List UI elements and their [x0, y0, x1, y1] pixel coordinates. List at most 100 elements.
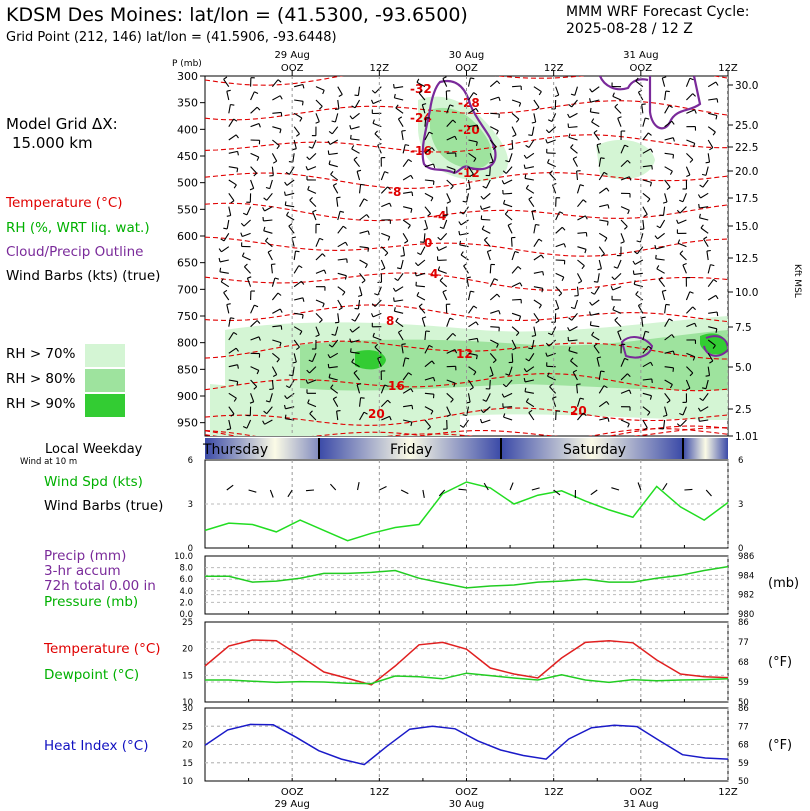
- axis-tick-label: 15: [182, 671, 193, 681]
- wind-barb: [271, 153, 278, 162]
- wind-barb: [526, 152, 535, 159]
- wind-barb-flag: [328, 130, 333, 135]
- wind-barb: [708, 112, 718, 117]
- wind-barb: [336, 411, 339, 421]
- wind-barb-flag: [218, 257, 221, 263]
- wind-barb-flag: [699, 184, 704, 188]
- wind-barb-flag: [387, 399, 391, 404]
- wind-barb: [397, 332, 404, 341]
- wind-barb: [380, 186, 388, 194]
- wind-barb: [315, 113, 320, 122]
- wind-barb-flag: [307, 399, 310, 404]
- wind-barb-flag: [600, 253, 605, 257]
- wind-barb-flag: [357, 294, 363, 297]
- wind-barb-flag: [589, 321, 592, 326]
- wind-barb: [395, 107, 404, 114]
- wind-barb: [489, 379, 491, 390]
- wind-barb-flag: [701, 173, 707, 176]
- wind-barb-flag: [528, 134, 533, 137]
- wind-barb-flag: [643, 214, 648, 217]
- wind-barb: [400, 259, 404, 269]
- weekday-thursday: Thursday: [202, 442, 268, 458]
- axis-tick-label: 6: [188, 456, 193, 466]
- wind-barb-flag: [593, 281, 598, 283]
- wind-barb: [524, 166, 534, 170]
- wind-barb-flag: [545, 352, 548, 357]
- wind-barb-flag: [633, 250, 638, 255]
- wind-barb: [598, 400, 607, 408]
- wind-barb-flag: [322, 253, 326, 257]
- wind-barb: [552, 184, 557, 194]
- wind-barb: [421, 317, 426, 327]
- wind-barb-flag: [572, 369, 578, 373]
- wind-barb-flag: [518, 102, 522, 107]
- wind-barb-flag: [283, 191, 286, 196]
- wind-barb: [707, 264, 711, 274]
- wind-barb-flag: [414, 262, 419, 267]
- wind-barb: [402, 233, 409, 242]
- wind-barb-flag: [360, 183, 365, 186]
- wind-barb-flag: [531, 209, 537, 212]
- wind-barb: [328, 377, 338, 381]
- wind-barb: [264, 206, 273, 212]
- wind-barb: [315, 326, 320, 336]
- wind-barb-flag: [309, 410, 313, 414]
- wind-barb: [228, 392, 237, 399]
- wind-barb-flag: [345, 241, 348, 246]
- wind-barb: [526, 401, 535, 408]
- wind-barb-flag: [384, 252, 389, 257]
- surface-wind-barb: [637, 482, 642, 491]
- wind-barb: [250, 393, 255, 402]
- wind-barb-flag: [715, 81, 719, 86]
- wind-barb: [533, 286, 543, 289]
- wind-barb: [380, 384, 386, 394]
- wind-barb-flag: [327, 150, 330, 155]
- wind-barb: [686, 352, 696, 358]
- wind-barb-flag: [338, 94, 343, 97]
- wind-barb-flag: [218, 248, 222, 253]
- wind-barb-flag: [226, 428, 231, 431]
- wind-barb: [243, 219, 251, 227]
- wind-barb: [705, 166, 709, 176]
- wind-barb: [708, 326, 718, 330]
- axis-tick-label: 50: [738, 777, 749, 787]
- wind-barb-flag: [498, 310, 501, 315]
- wind-barb-flag: [679, 250, 684, 255]
- wind-barb: [490, 96, 499, 101]
- wind-barb-flag: [230, 103, 235, 106]
- wind-barb: [664, 166, 673, 172]
- wind-barb-flag: [538, 91, 542, 96]
- wind-barb-flag: [531, 334, 536, 337]
- wind-barb-flag: [356, 383, 362, 386]
- wind-barb-flag: [698, 203, 700, 209]
- wind-barb-flag: [279, 342, 282, 347]
- wind-barb: [569, 326, 578, 332]
- wind-barbs-label: Wind Barbs (true): [44, 498, 164, 514]
- wind-barb: [446, 392, 454, 400]
- wind-barb-flag: [656, 225, 661, 229]
- wind-barb: [481, 419, 491, 424]
- wind-barb-flag: [633, 280, 636, 285]
- wind-barb: [664, 379, 673, 385]
- wind-barb: [481, 228, 491, 234]
- wind-barb-flag: [614, 317, 619, 321]
- wind-barb: [394, 299, 404, 302]
- dewpoint-axis-label: Dewpoint (°C): [44, 667, 140, 683]
- wind-barb-flag: [437, 266, 441, 271]
- wind-barb: [416, 272, 426, 277]
- wind-barb-flag: [589, 311, 592, 316]
- bottom-hour-label: OOZ: [281, 787, 304, 798]
- wind-barb-flag: [219, 267, 222, 272]
- wind-barb: [272, 339, 282, 344]
- wind-barb: [446, 318, 451, 327]
- axis-tick-label: 980: [738, 610, 754, 620]
- wind-barb-flag: [395, 317, 399, 322]
- wind-barb: [685, 379, 691, 389]
- wind-barb: [285, 406, 295, 410]
- wind-barb-flag: [327, 140, 331, 145]
- wind-barb: [598, 157, 602, 167]
- wind-barb-flag: [299, 331, 303, 335]
- wind-barb-flag: [697, 407, 701, 412]
- legend-rh70-label: RH > 70%: [6, 346, 76, 362]
- wind-barb: [250, 166, 258, 174]
